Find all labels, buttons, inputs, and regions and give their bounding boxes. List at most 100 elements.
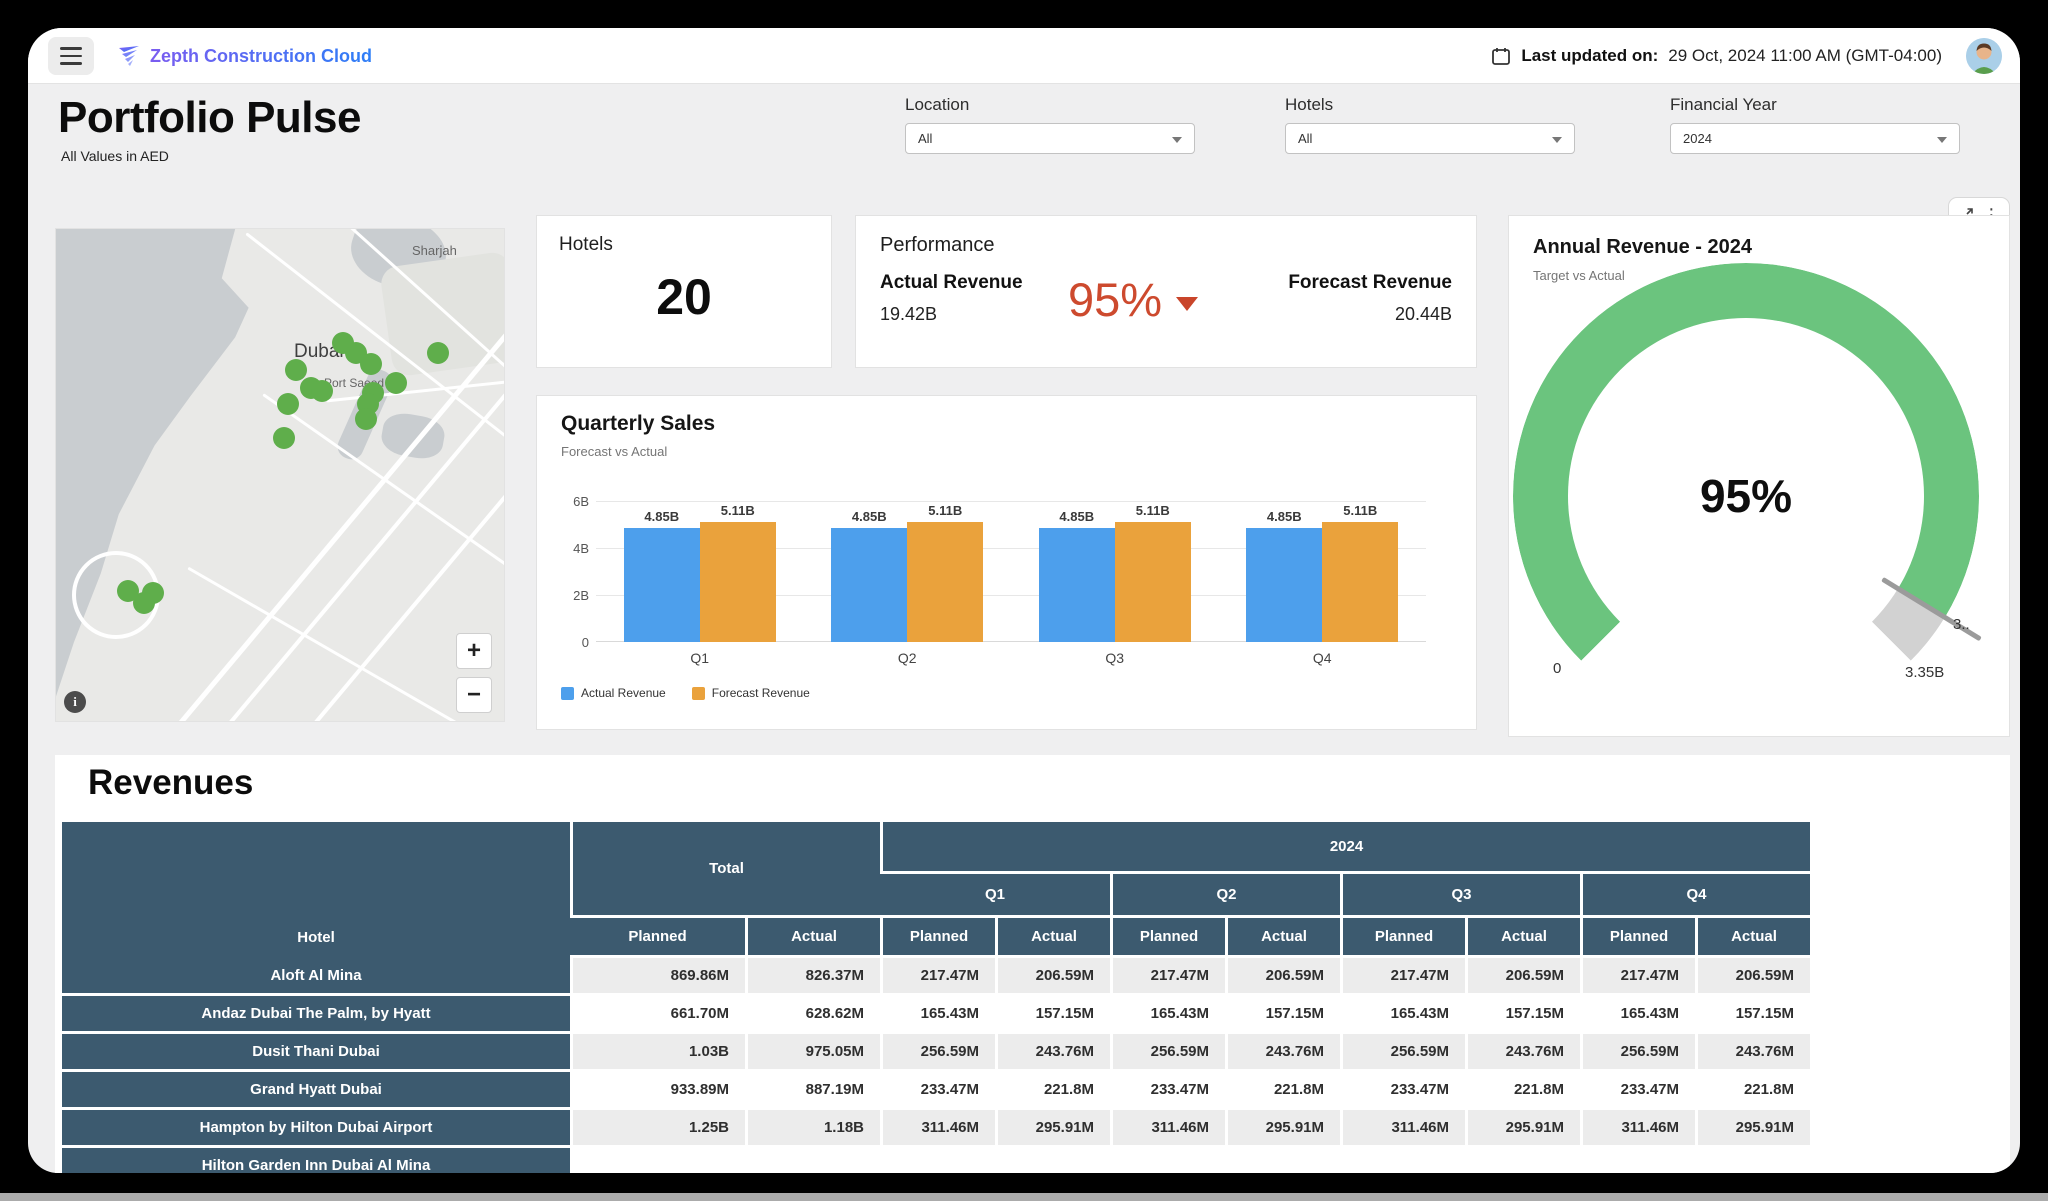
legend-forecast-revenue: Forecast Revenue bbox=[691, 686, 810, 700]
page-subtitle: All Values in AED bbox=[61, 148, 169, 164]
performance-title: Performance bbox=[880, 234, 995, 256]
bar-forecast-revenue bbox=[1114, 522, 1191, 642]
bar-groups: 4.85B 5.11B 4.85B 5.11B 4.85B 5.11B 4.85B 5.11B bbox=[596, 501, 1426, 642]
revenue-value-cell bbox=[995, 1148, 1110, 1173]
dashboard-content: Portfolio Pulse All Values in AED Locati… bbox=[28, 85, 2020, 1173]
map-info-icon[interactable]: i bbox=[64, 691, 86, 713]
bar-value-label: 4.85B bbox=[851, 509, 887, 524]
y-tick: 4B bbox=[573, 541, 589, 556]
revenue-value-cell: 295.91M bbox=[1465, 1110, 1580, 1148]
hotel-map-marker[interactable] bbox=[427, 342, 449, 364]
x-tick-label: Q4 bbox=[1312, 650, 1332, 666]
hotel-map-marker[interactable] bbox=[385, 372, 407, 394]
bar-actual-revenue bbox=[1246, 528, 1323, 642]
hotel-map-marker[interactable] bbox=[285, 359, 307, 381]
revenue-value-cell bbox=[570, 1148, 745, 1173]
revenue-value-cell: 311.46M bbox=[1110, 1110, 1225, 1148]
revenue-value-cell: 975.05M bbox=[745, 1034, 880, 1072]
gauge-threshold-label: 3.. bbox=[1953, 616, 1970, 633]
bar-forecast-revenue bbox=[907, 522, 984, 642]
quarterly-sales-title: Quarterly Sales bbox=[561, 412, 716, 435]
bar-value-label: 4.85B bbox=[1059, 509, 1095, 524]
chevron-down-icon bbox=[1937, 137, 1947, 143]
revenue-value-cell bbox=[1225, 1148, 1340, 1173]
annual-revenue-card: Annual Revenue - 2024 Target vs Actual 9… bbox=[1508, 215, 2010, 737]
revenue-value-cell: 233.47M bbox=[1580, 1072, 1695, 1110]
revenue-value-cell: 933.89M bbox=[570, 1072, 745, 1110]
location-select-value: All bbox=[918, 131, 933, 146]
planned-header: Planned bbox=[1110, 918, 1225, 958]
financial-year-select[interactable]: 2024 bbox=[1670, 123, 1960, 154]
revenue-value-cell: 826.37M bbox=[745, 958, 880, 996]
location-label: Location bbox=[905, 95, 970, 114]
location-select[interactable]: All bbox=[905, 123, 1195, 154]
legend-actual-label: Actual Revenue bbox=[581, 686, 666, 700]
map-zoom-controls: + − bbox=[456, 633, 492, 713]
table-row: Grand Hyatt Dubai 933.89M 887.19M 233.47M 22… bbox=[62, 1072, 1810, 1110]
performance-pct-value: 95% bbox=[1068, 273, 1163, 326]
financial-year-label: Financial Year bbox=[1670, 95, 1777, 114]
chart-legend: Actual Revenue Forecast Revenue bbox=[561, 686, 810, 700]
x-tick-label: Q1 bbox=[690, 650, 710, 666]
hotel-name-cell: Dusit Thani Dubai bbox=[62, 1034, 570, 1072]
hotel-map-marker[interactable] bbox=[360, 353, 382, 375]
revenue-value-cell: 256.59M bbox=[1110, 1034, 1225, 1072]
revenue-value-cell: 206.59M bbox=[1465, 958, 1580, 996]
hotel-map-marker[interactable] bbox=[273, 427, 295, 449]
gauge-value: 95% bbox=[1699, 470, 1793, 522]
hotel-map-marker[interactable] bbox=[277, 393, 299, 415]
gauge-hole bbox=[1568, 318, 1924, 674]
map-zoom-in-button[interactable]: + bbox=[456, 633, 492, 669]
q3-header: Q3 bbox=[1340, 874, 1580, 918]
map-zoom-out-button[interactable]: − bbox=[456, 677, 492, 713]
total-column-header: Total bbox=[570, 822, 880, 918]
revenues-title: Revenues bbox=[88, 763, 254, 802]
filter-hotels: Hotels All bbox=[1285, 95, 1575, 154]
revenue-value-cell: 165.43M bbox=[1580, 996, 1695, 1034]
revenues-section: Revenues Hotel Total 2024 Q1 Q2 bbox=[55, 755, 2010, 1173]
revenue-value-cell bbox=[1465, 1148, 1580, 1173]
revenue-value-cell: 295.91M bbox=[995, 1110, 1110, 1148]
hotel-map-marker[interactable] bbox=[311, 380, 333, 402]
revenue-value-cell: 233.47M bbox=[1110, 1072, 1225, 1110]
triangle-down-icon bbox=[1176, 296, 1199, 311]
revenue-value-cell bbox=[1110, 1148, 1225, 1173]
revenue-value-cell bbox=[745, 1148, 880, 1173]
revenue-value-cell: 311.46M bbox=[1580, 1110, 1695, 1148]
revenue-value-cell: 311.46M bbox=[1340, 1110, 1465, 1148]
table-row: Hilton Garden Inn Dubai Al Mina bbox=[62, 1148, 1810, 1173]
revenue-value-cell: 206.59M bbox=[995, 958, 1110, 996]
hotel-name-cell: Aloft Al Mina bbox=[62, 958, 570, 996]
bar-group: 4.85B 5.11B bbox=[1011, 501, 1219, 642]
table-row: Andaz Dubai The Palm, by Hyatt 661.70M 628… bbox=[62, 996, 1810, 1034]
map-card: Dubai Port Saeed Sharjah + − i bbox=[55, 228, 505, 722]
bar-value-label: 5.11B bbox=[1343, 503, 1378, 518]
hotels-select[interactable]: All bbox=[1285, 123, 1575, 154]
revenue-value-cell: 217.47M bbox=[1110, 958, 1225, 996]
actual-revenue-label: Actual Revenue bbox=[880, 272, 1023, 293]
expand-icon[interactable] bbox=[1958, 207, 1974, 223]
bar-actual-revenue bbox=[831, 528, 908, 642]
hotel-name-cell: Hampton by Hilton Dubai Airport bbox=[62, 1110, 570, 1148]
bar-forecast-revenue bbox=[699, 522, 776, 642]
actual-header: Actual bbox=[995, 918, 1110, 958]
menu-button[interactable] bbox=[48, 37, 94, 75]
revenue-value-cell: 1.18B bbox=[745, 1110, 880, 1148]
legend-swatch-orange bbox=[691, 686, 705, 700]
window-bottom-edge bbox=[0, 1193, 2048, 1201]
revenue-value-cell: 256.59M bbox=[1580, 1034, 1695, 1072]
bar-chart-plot: 4.85B 5.11B 4.85B 5.11B 4.85B 5.11B 4.85B 5.11B bbox=[596, 501, 1426, 642]
revenue-value-cell: 157.15M bbox=[995, 996, 1110, 1034]
brand[interactable]: Zepth Construction Cloud bbox=[116, 28, 372, 84]
user-avatar[interactable] bbox=[1966, 38, 2002, 74]
revenue-value-cell: 887.19M bbox=[745, 1072, 880, 1110]
forecast-revenue-block: Forecast Revenue 20.44B bbox=[1288, 272, 1452, 325]
hotel-map-marker[interactable] bbox=[133, 592, 155, 614]
revenue-value-cell: 221.8M bbox=[995, 1072, 1110, 1110]
hotel-map-marker[interactable] bbox=[355, 408, 377, 430]
chevron-down-icon bbox=[1172, 137, 1182, 143]
revenue-value-cell: 157.15M bbox=[1695, 996, 1810, 1034]
bar-value-label: 5.11B bbox=[720, 503, 755, 518]
year-column-header: 2024 bbox=[880, 822, 1810, 874]
filter-financial-year: Financial Year 2024 bbox=[1670, 95, 1960, 154]
